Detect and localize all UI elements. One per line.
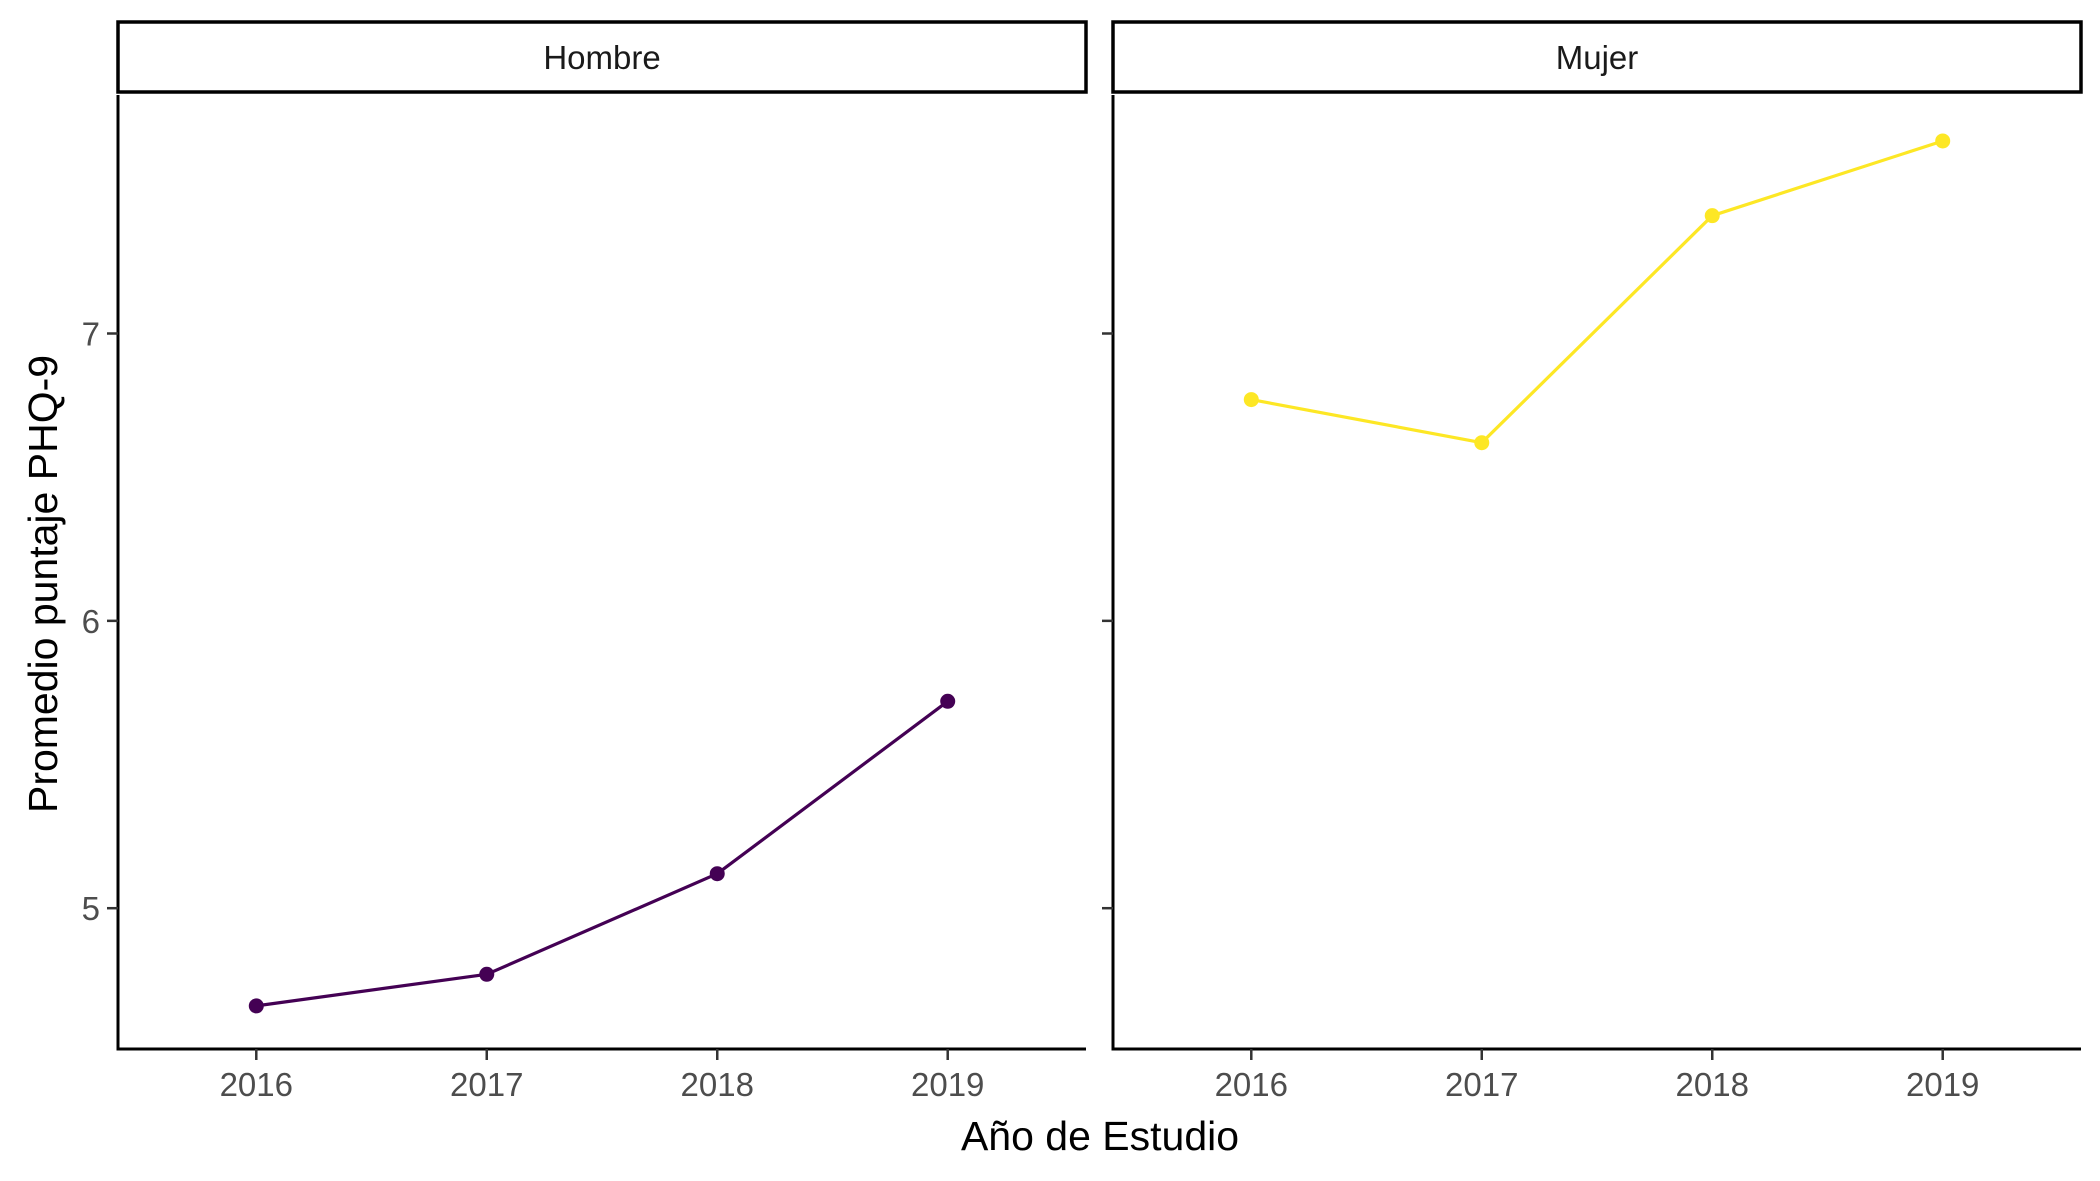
data-point [1474,435,1490,451]
series-line-mujer [1250,139,1944,445]
y-tick-label: 6 [82,603,100,640]
x-tick-label: 2019 [1906,1066,1979,1103]
x-tick-label: 2018 [1676,1066,1749,1103]
y-axis-title: Promedio puntaje PHQ-9 [20,355,66,813]
data-point [940,693,956,709]
series-line-hombre [256,700,949,1008]
y-tick-label: 5 [82,890,100,927]
axis-lines [1111,95,2081,1051]
axis-lines [116,95,1086,1051]
x-tick-label: 2019 [911,1066,984,1103]
data-point [1935,133,1951,149]
data-point [1243,392,1259,408]
y-tick-label: 7 [82,316,100,353]
x-tick-label: 2017 [1445,1066,1518,1103]
x-tick-label: 2018 [681,1066,754,1103]
facet-panel-mujer: Mujer 2016 2017 2018 2019 [1102,20,2083,1103]
x-tick-label: 2016 [220,1066,293,1103]
facet-strip [1111,20,2083,94]
facet-strip-label: Mujer [1556,39,1639,76]
x-tick-label: 2016 [1215,1066,1288,1103]
facet-panel-hombre: Hombre 5 6 7 2016 2017 2018 2019 [82,20,1088,1103]
data-point [1704,208,1720,224]
data-point [709,866,725,882]
data-point [479,966,495,982]
x-tick-label: 2017 [450,1066,523,1103]
facet-panels: Hombre 5 6 7 2016 2017 2018 2019 Mujer 2016 2017 20… [82,20,2083,1103]
x-axis-title: Año de Estudio [961,1113,1239,1159]
facet-strip [116,20,1088,94]
facet-strip-label: Hombre [543,39,660,76]
data-point [248,998,264,1014]
